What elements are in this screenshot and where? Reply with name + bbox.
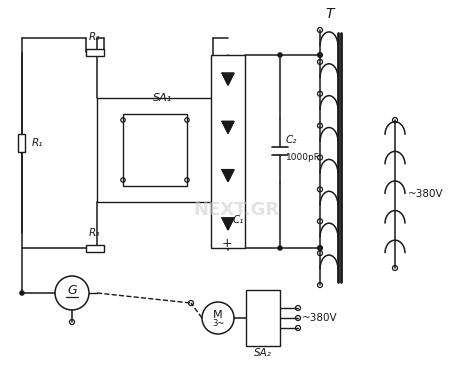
Polygon shape [222,122,234,134]
Text: SA₁: SA₁ [154,93,173,103]
Bar [246,290,280,346]
Text: G: G [67,285,77,297]
Circle shape [318,245,322,251]
Text: 3~: 3~ [212,319,224,328]
Circle shape [20,291,24,295]
Text: 1000pF: 1000pF [286,153,320,162]
Text: R₁: R₁ [32,138,44,148]
Text: T: T [326,7,334,21]
Bar [211,55,245,248]
Bar [97,98,213,202]
Circle shape [278,53,282,57]
Text: M: M [213,310,223,320]
Bar [86,49,104,55]
Text: +: + [222,236,232,249]
Polygon shape [222,73,234,85]
Text: C₂: C₂ [286,135,297,145]
Circle shape [278,246,282,250]
Text: SA₂: SA₂ [254,348,272,358]
Polygon shape [222,170,234,182]
Bar [123,114,187,186]
Text: ~380V: ~380V [302,313,337,323]
Text: NEXT.GR: NEXT.GR [194,201,280,219]
Circle shape [318,52,322,58]
Bar [18,134,26,152]
Bar [86,245,104,251]
Text: R₂: R₂ [88,32,100,42]
Text: C₁: C₁ [233,215,245,225]
Text: ~380V: ~380V [408,189,444,199]
Text: R₃: R₃ [88,228,100,238]
Polygon shape [222,218,234,230]
